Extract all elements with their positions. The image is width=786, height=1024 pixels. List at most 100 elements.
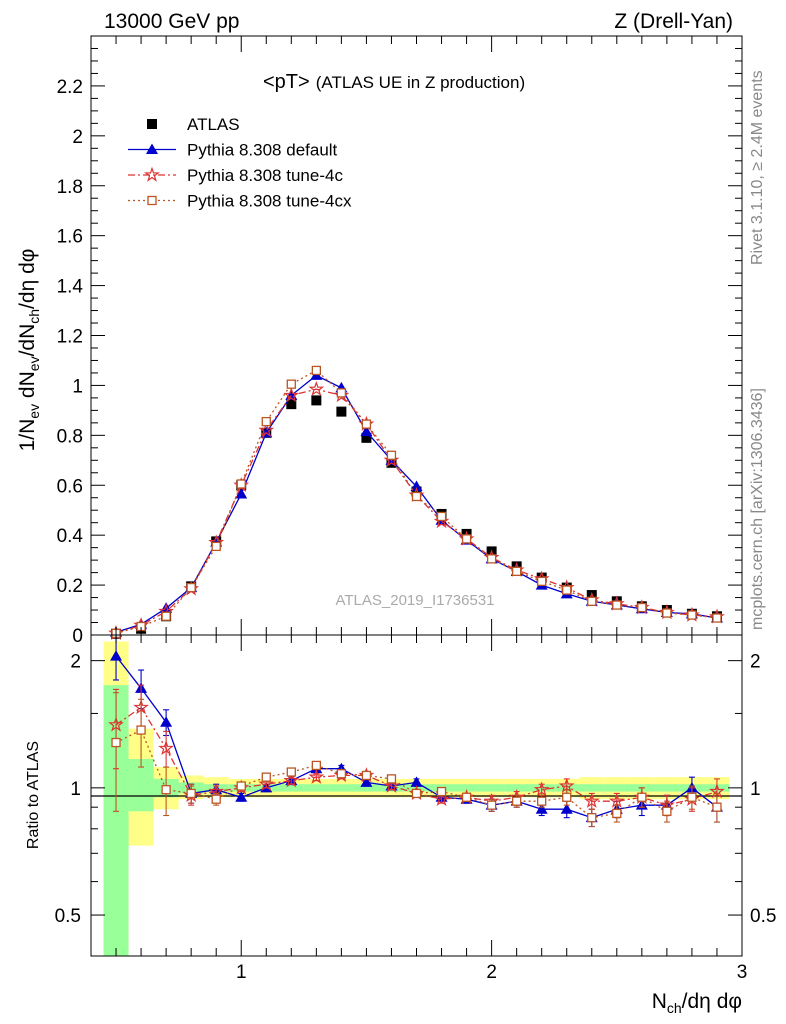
y-tick-label: 0	[72, 626, 83, 647]
data-point	[186, 582, 196, 593]
data-point	[386, 450, 397, 460]
data-point	[261, 416, 271, 427]
ratio-data-point	[587, 813, 597, 823]
y-tick-label: 1.2	[57, 327, 83, 348]
ratio-data-point	[258, 775, 275, 792]
ratio-data-point	[136, 725, 146, 735]
uncertainty-band-inner	[328, 784, 354, 792]
ratio-data-point	[608, 792, 625, 808]
ratio-data-point	[712, 802, 722, 812]
ratio-data-point	[161, 785, 171, 795]
y-tick-label: 0.6	[57, 476, 83, 497]
uncertainty-band-inner	[479, 784, 505, 792]
data-point	[361, 419, 372, 429]
ratio-y-tick-label-right: 1	[750, 779, 761, 800]
ratio-data-point	[311, 760, 321, 771]
x-axis-label: Nch/dη dφ	[652, 990, 742, 1016]
y-tick-label: 0.8	[57, 426, 83, 447]
legend-marker	[147, 119, 157, 129]
ratio-data-point	[211, 794, 221, 804]
legend-marker	[147, 195, 157, 206]
ratio-panel: 0.5 0.5 1 1 2 2 1 2 3 Ratio to ATLAS Nch/dη dφ	[25, 634, 776, 1016]
x-tick-label: 3	[737, 962, 748, 983]
data-point	[637, 602, 647, 613]
ratio-data-point	[560, 803, 573, 814]
data-point	[160, 602, 173, 613]
ratio-data-point	[562, 792, 572, 802]
uncertainty-band-inner	[278, 784, 304, 792]
ratio-data-point	[537, 796, 547, 806]
legend-marker	[144, 166, 160, 182]
ratio-y-tick-label-right: 2	[750, 652, 761, 673]
data-point	[410, 480, 423, 491]
data-point	[336, 388, 347, 398]
ratio-data-point	[662, 806, 672, 816]
ratio-data-point	[558, 777, 575, 793]
ratio-data-point	[110, 650, 123, 661]
uncertainty-band-inner	[353, 784, 379, 792]
data-point	[161, 611, 171, 621]
data-point	[436, 511, 447, 522]
data-point	[236, 479, 246, 489]
y-tick-label: 1	[72, 376, 83, 397]
ratio-data-point	[361, 770, 372, 781]
header-left: 13000 GeV pp	[104, 10, 239, 33]
ratio-data-point	[583, 792, 600, 808]
ratio-data-point	[111, 737, 121, 748]
legend-marker	[146, 143, 158, 154]
data-point	[612, 600, 622, 610]
data-point	[283, 387, 300, 403]
data-point	[587, 596, 597, 606]
data-point	[662, 608, 672, 618]
mcplots-credit-label: mcplots.cern.ch [arXiv:1306.3436]	[749, 388, 766, 630]
legend-label: Pythia 8.308 tune-4c	[187, 166, 343, 185]
x-tick-label: 1	[236, 962, 247, 983]
data-point	[258, 421, 275, 438]
ratio-data-point	[612, 808, 622, 819]
ratio-data-point	[235, 791, 248, 802]
ratio-data-point	[512, 796, 522, 806]
y-tick-label: 1.8	[57, 177, 83, 198]
ratio-y-tick-label-right: 0.5	[750, 906, 776, 927]
ratio-data-point	[637, 792, 647, 802]
ratio-data-point	[308, 768, 325, 784]
y-axis-label: 1/Nev dNev/dNch/dη dφ	[16, 249, 42, 452]
y-tick-label: 0.4	[57, 526, 84, 547]
uncertainty-band-inner	[303, 784, 329, 792]
legend-label: Pythia 8.308 tune-4cx	[187, 192, 352, 211]
legend-label: Pythia 8.308 default	[187, 141, 338, 160]
data-point	[311, 395, 322, 406]
uncertainty-band-inner	[128, 759, 154, 812]
data-point	[461, 534, 472, 544]
y-tick-label: 2	[72, 127, 83, 148]
ratio-data-point	[486, 800, 497, 810]
data-point	[562, 585, 572, 595]
data-point	[537, 576, 547, 586]
ratio-data-point	[436, 786, 447, 797]
data-point	[286, 379, 296, 389]
data-point	[512, 566, 522, 577]
analysis-watermark: ATLAS_2019_I1736531	[335, 592, 494, 609]
data-point	[486, 554, 497, 564]
data-point	[336, 406, 347, 417]
data-point	[687, 610, 697, 620]
ratio-series-line	[115, 729, 718, 819]
data-point	[360, 425, 373, 437]
uncertainty-band-inner	[654, 784, 680, 792]
series-3	[111, 365, 722, 639]
ratio-data-point	[261, 772, 271, 782]
data-point	[308, 380, 325, 396]
y-tick-label: 1.6	[57, 227, 83, 248]
data-point	[235, 487, 248, 499]
ratio-series-2	[111, 692, 722, 828]
ratio-y-tick-label: 0.5	[55, 906, 81, 927]
data-point	[211, 541, 221, 552]
ratio-data-point	[158, 740, 175, 756]
ratio-data-point	[411, 788, 422, 799]
ratio-data-point	[360, 776, 373, 787]
ratio-data-point	[186, 788, 196, 799]
data-point	[286, 399, 297, 410]
data-point	[411, 486, 422, 497]
y-tick-label: 1.4	[57, 277, 84, 298]
